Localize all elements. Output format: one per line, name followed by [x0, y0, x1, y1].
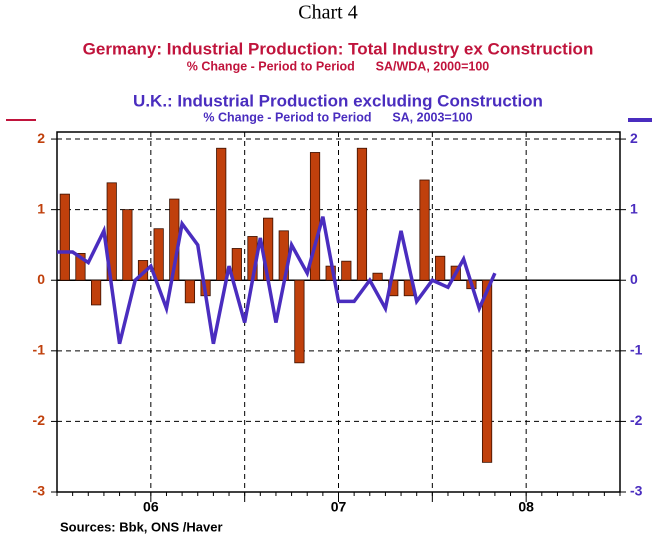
y-tick-label: -1 [33, 342, 46, 358]
bar [184, 279, 196, 304]
bar [122, 209, 133, 281]
y-tick-label: 1 [37, 200, 45, 216]
series-title: U.K.: Industrial Production excluding Co… [133, 91, 543, 110]
bar [59, 193, 70, 281]
y-tick-label: 2 [630, 130, 638, 146]
bar [91, 279, 102, 306]
y-tick-label: 0 [630, 271, 638, 287]
x-tick-label: 06 [143, 499, 159, 515]
y-tick-label: 1 [630, 200, 638, 216]
series-title: Germany: Industrial Production: Total In… [83, 39, 594, 58]
bar [216, 147, 227, 281]
source-note: Sources: Bbk, ONS /Haver [60, 519, 223, 534]
bar [419, 179, 430, 281]
bar [153, 228, 164, 281]
x-tick-label: 08 [518, 499, 534, 515]
bar [309, 152, 321, 281]
bar [372, 272, 383, 281]
chart-title: Chart 4 [298, 2, 357, 24]
series-subtitle: % Change - Period to Period SA/WDA, 2000… [187, 59, 490, 73]
y-tick-label: 0 [37, 271, 45, 287]
series-subtitle: % Change - Period to Period SA, 2003=100 [203, 110, 472, 124]
plot-frame [56, 131, 621, 493]
y-tick-label: -3 [630, 483, 643, 499]
bar [435, 255, 446, 281]
bar [356, 147, 368, 281]
bar [231, 248, 242, 281]
bar [294, 279, 305, 364]
line [57, 216, 497, 345]
bar [75, 253, 86, 281]
x-tick-label: 07 [331, 499, 347, 515]
y-tick-label: -2 [33, 412, 46, 428]
bar [481, 279, 493, 463]
y-tick-label: -2 [630, 412, 643, 428]
y-tick-label: -3 [33, 483, 46, 499]
y-tick-label: 2 [37, 130, 45, 146]
y-tick-label: -1 [630, 342, 643, 358]
bar [341, 260, 352, 281]
